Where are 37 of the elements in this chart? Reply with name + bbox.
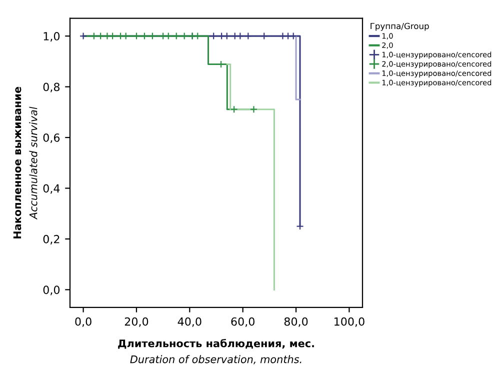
point <box>244 32 252 40</box>
y-tick-label: 1,0 <box>44 32 60 42</box>
point <box>148 32 156 40</box>
x-tick-label: 20,0 <box>124 317 148 327</box>
point <box>180 32 188 40</box>
legend-title: Группа/Group <box>370 22 429 31</box>
point <box>236 32 244 40</box>
y-axis-title: Накопленное выживание Accumulated survival <box>13 86 38 238</box>
point <box>96 32 104 40</box>
y-tick-label: 0,2 <box>43 234 60 244</box>
point <box>210 32 218 40</box>
x-tick-label: 60,0 <box>231 317 254 327</box>
x-tick-label: 40,0 <box>178 317 202 327</box>
point <box>296 222 304 230</box>
y-tick-label: 0,4 <box>43 184 60 194</box>
point <box>278 32 287 40</box>
point <box>132 32 140 40</box>
point <box>223 32 231 40</box>
y-tick-label: 0,0 <box>43 286 60 296</box>
point <box>79 32 88 40</box>
y-tick-label: 0,8 <box>43 82 60 92</box>
point <box>218 32 226 40</box>
x-tick-label: 0,0 <box>75 317 92 327</box>
point <box>284 32 292 40</box>
x-tick-label: 100,0 <box>334 317 364 327</box>
point <box>231 32 239 40</box>
x-axis-title: Длительность наблюдения, мес. Duration of observation, months. <box>118 338 314 364</box>
point <box>140 32 148 40</box>
point <box>290 32 298 40</box>
point <box>230 106 238 114</box>
point <box>90 32 98 40</box>
x-tick-label: 80,0 <box>284 317 308 327</box>
y-tick-label: 0,6 <box>43 133 60 144</box>
point <box>260 32 268 40</box>
point <box>194 32 202 40</box>
point <box>250 106 258 114</box>
point <box>172 32 180 40</box>
